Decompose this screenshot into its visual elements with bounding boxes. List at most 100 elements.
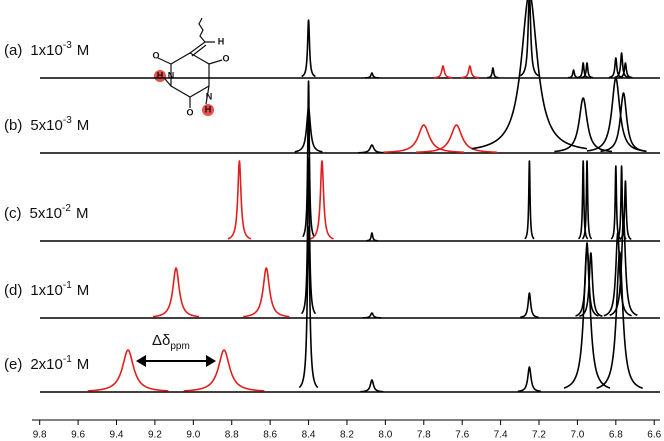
x-tick-label: 8.8 [225, 430, 239, 441]
ring [170, 52, 210, 98]
peak [362, 312, 382, 319]
x-tick-label: 6.8 [609, 430, 623, 441]
x-tick-label: 7.6 [455, 430, 469, 441]
peak [613, 52, 630, 79]
peak [577, 160, 589, 240]
annotation: Δδppm [152, 332, 190, 352]
atom: N [168, 70, 175, 80]
arrow-heads [136, 355, 216, 367]
x-tick-label: 9.6 [71, 430, 85, 441]
series-name: (e) [4, 356, 22, 373]
x-tick-label: 9.8 [33, 430, 47, 441]
peak [152, 267, 200, 318]
series-label: (e) 2x10-1 M [4, 354, 89, 373]
x-tick-label: 9.4 [110, 430, 124, 441]
x-tick-label: 7.4 [494, 430, 508, 441]
peak [87, 349, 169, 392]
peak [610, 165, 622, 240]
unit: M [77, 356, 90, 373]
wavy-bond [198, 17, 206, 43]
atom: H [218, 36, 225, 46]
peak [486, 67, 500, 79]
peak [586, 77, 645, 152]
bonds [157, 41, 223, 108]
peak [471, 0, 588, 150]
peak [365, 232, 379, 242]
peak [298, 226, 319, 389]
peak [519, 292, 540, 319]
peak [596, 251, 644, 389]
peak [300, 157, 317, 315]
x-tick-label: 9.2 [148, 430, 162, 441]
unit: M [77, 282, 90, 299]
peak [359, 379, 385, 393]
x-tick-label: 7.8 [417, 430, 431, 441]
series-name: (c) [4, 205, 22, 222]
exponent: -2 [62, 203, 71, 214]
peak [574, 242, 600, 317]
peak [603, 232, 633, 317]
series-label: (a) 1x10-3 M [4, 40, 89, 59]
molecule [154, 17, 223, 116]
peak [364, 72, 380, 79]
peak [576, 62, 590, 79]
unit: M [77, 42, 90, 59]
peak [309, 160, 335, 240]
peak [517, 366, 542, 393]
highlight-circle [202, 104, 214, 116]
delta-annotation: Δδppm [136, 332, 216, 367]
atom: N [206, 91, 213, 101]
highlight-circle [154, 70, 166, 82]
peak [609, 217, 638, 317]
peak [383, 124, 465, 154]
x-tick-label: 8.0 [378, 430, 392, 441]
peak [524, 160, 535, 240]
concentration: 1x10 [30, 42, 63, 59]
x-tick-label: 8.4 [302, 430, 316, 441]
peak [581, 160, 593, 240]
concentration: 5x10 [30, 117, 63, 134]
peak [554, 97, 613, 153]
series-label: (b) 5x10-3 M [4, 115, 89, 134]
concentration: 1x10 [30, 282, 63, 299]
annotation-subscript: ppm [170, 341, 189, 352]
series-label: (c) 5x10-2 M [4, 203, 88, 222]
concentration: 5x10 [30, 205, 63, 222]
x-tick-label: 7.2 [532, 430, 546, 441]
peak [563, 246, 611, 389]
atom: O [186, 107, 193, 117]
peak [300, 19, 317, 78]
peak [567, 69, 581, 79]
x-tick-label: 7.0 [570, 430, 584, 441]
exponent: -3 [63, 40, 72, 51]
atom: H [157, 70, 164, 80]
atom: O [222, 53, 229, 63]
peak [302, 80, 316, 238]
peak [242, 267, 290, 318]
atom: H [205, 104, 212, 114]
exponent: -1 [63, 280, 72, 291]
peak [227, 160, 252, 240]
series-label: (d) 1x10-1 M [4, 280, 89, 299]
peak [183, 349, 265, 392]
exponent: -3 [63, 115, 72, 126]
series-name: (d) [4, 282, 22, 299]
x-tick-label: 9.0 [186, 430, 200, 441]
annotation-text: Δδ [152, 332, 170, 349]
peak [519, 0, 540, 77]
peak [460, 65, 480, 79]
concentration: 2x10 [30, 356, 63, 373]
x-tick-label: 8.2 [340, 430, 354, 441]
peak [357, 144, 387, 154]
exponent: -1 [63, 354, 72, 365]
x-tick-label: 6.6 [647, 430, 661, 441]
peak [415, 124, 497, 154]
unit: M [77, 117, 90, 134]
series-name: (b) [4, 117, 22, 134]
unit: M [76, 205, 89, 222]
peak [580, 62, 594, 79]
peak [433, 65, 453, 79]
peak [617, 62, 634, 79]
x-tick-label: 8.6 [263, 430, 277, 441]
